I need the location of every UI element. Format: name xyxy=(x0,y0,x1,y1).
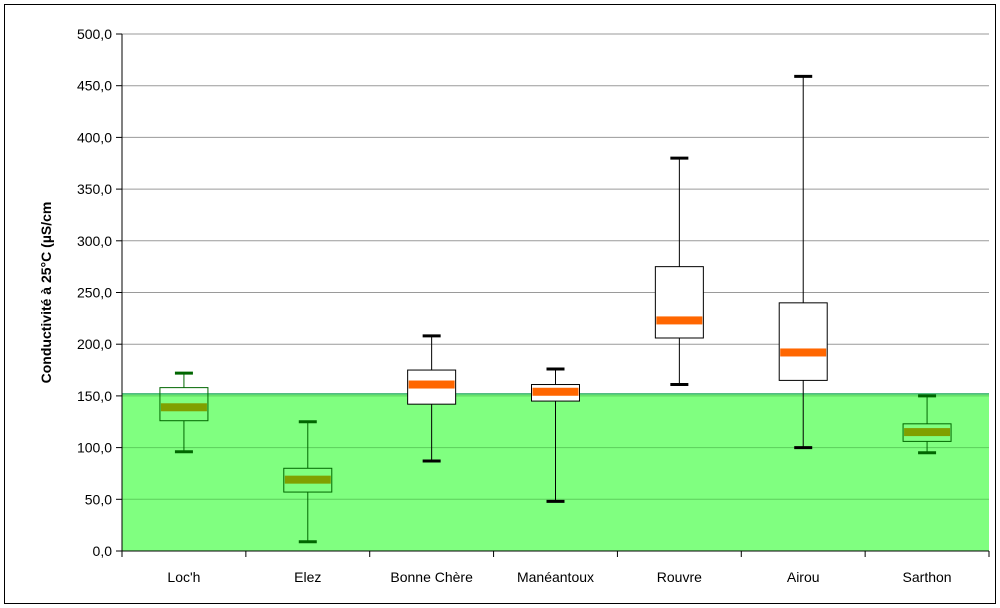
y-tick-label: 300,0 xyxy=(77,233,112,249)
iqr-box xyxy=(902,423,952,442)
box-4 xyxy=(654,156,704,387)
median-bar xyxy=(780,348,827,357)
box-3 xyxy=(531,367,580,503)
y-tick-label: 150,0 xyxy=(77,388,112,404)
y-tick-label: 400,0 xyxy=(77,129,112,145)
median-bar xyxy=(656,316,703,325)
y-tick-label: 200,0 xyxy=(77,336,112,352)
x-tick-label: Bonne Chère xyxy=(390,569,473,585)
median-bar xyxy=(284,475,331,484)
iqr-box xyxy=(283,467,333,493)
y-tick-label: 250,0 xyxy=(77,285,112,301)
y-tick-label: 350,0 xyxy=(77,181,112,197)
iqr-box xyxy=(778,302,828,381)
box-5 xyxy=(778,74,828,450)
median-bar xyxy=(160,403,207,412)
y-tick-label: 450,0 xyxy=(77,78,112,94)
box-2 xyxy=(407,334,457,463)
y-axis-title: Conductivité à 25°C (µS/cm xyxy=(38,202,54,384)
x-tick-label: Sarthon xyxy=(903,569,952,585)
iqr-box xyxy=(654,266,704,339)
iqr-box xyxy=(159,387,209,422)
x-tick-label: Manéantoux xyxy=(517,569,594,585)
y-tick-label: 50,0 xyxy=(85,491,112,507)
median-bar xyxy=(904,428,951,437)
y-tick-label: 100,0 xyxy=(77,440,112,456)
x-tick-label: Rouvre xyxy=(657,569,702,585)
y-tick-label: 500,0 xyxy=(77,26,112,42)
box-1 xyxy=(283,420,333,544)
x-tick-label: Elez xyxy=(294,569,321,585)
y-tick-label: 0,0 xyxy=(93,543,113,559)
box-0 xyxy=(159,371,209,454)
median-bar xyxy=(408,380,455,389)
x-tick-label: Airou xyxy=(787,569,820,585)
median-bar xyxy=(532,387,579,396)
x-tick-label: Loc'h xyxy=(167,569,200,585)
box-6 xyxy=(902,394,952,455)
